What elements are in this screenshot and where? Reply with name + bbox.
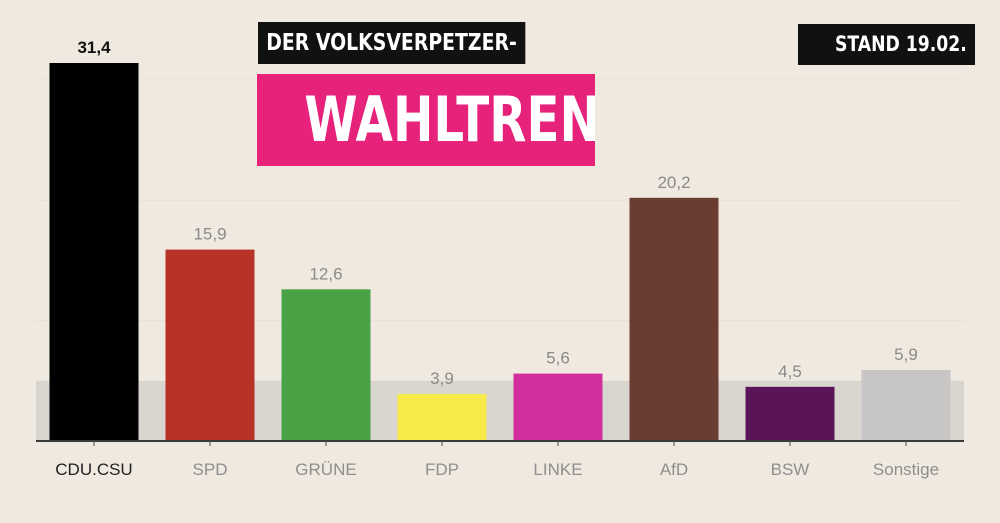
- date-badge-text: STAND 19.02.: [835, 32, 967, 56]
- bar-gr-ne: [281, 289, 371, 441]
- bar-cdu-csu: [49, 63, 139, 441]
- bar-linke: [513, 373, 603, 441]
- value-label: 5,9: [894, 345, 918, 364]
- category-label: FDP: [425, 460, 459, 479]
- chart-title: WAHLTREND: [257, 74, 595, 166]
- bar-bsw: [745, 386, 835, 441]
- value-label: 31,4: [77, 38, 111, 57]
- bar-fdp: [397, 394, 487, 441]
- bar-afd: [629, 197, 719, 441]
- value-label: 5,6: [546, 349, 570, 368]
- value-label: 3,9: [430, 369, 454, 388]
- category-label: Sonstige: [873, 460, 939, 479]
- value-label: 15,9: [193, 225, 226, 244]
- chart-kicker: DER VOLKSVERPETZER-: [258, 22, 526, 64]
- category-label: BSW: [771, 460, 810, 479]
- category-label: LINKE: [533, 460, 582, 479]
- category-label: GRÜNE: [295, 460, 356, 479]
- category-label: AfD: [660, 460, 688, 479]
- value-label: 4,5: [778, 362, 802, 381]
- date-badge: STAND 19.02.: [798, 24, 975, 65]
- bar-spd: [165, 249, 255, 441]
- chart-title-text: WAHLTREND: [304, 83, 595, 156]
- category-label: SPD: [193, 460, 228, 479]
- value-label: 12,6: [309, 264, 342, 283]
- bar-sonstige: [861, 369, 951, 441]
- category-label: CDU.CSU: [55, 460, 132, 479]
- value-label: 20,2: [657, 173, 690, 192]
